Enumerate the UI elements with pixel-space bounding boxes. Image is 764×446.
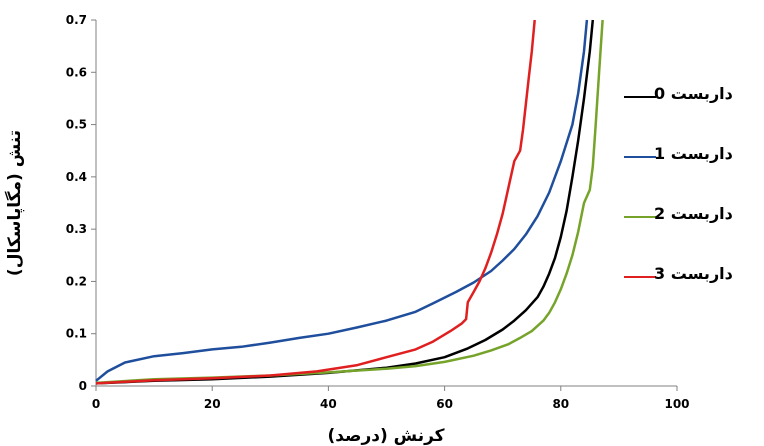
axes [91, 19, 678, 391]
y-tick-label: 0.2 [66, 274, 87, 288]
legend-item-1: داربست 1 [624, 140, 764, 200]
tick-labels: 0 20 40 60 80 100 0 0.1 0.2 0.3 0.4 0.5 0.6 0.7 [66, 13, 690, 411]
x-tick-label: 40 [320, 397, 337, 411]
y-tick-label: 0.6 [66, 65, 87, 79]
series-line-0 [95, 19, 595, 385]
plot-lines [95, 19, 604, 385]
legend-label: داربست 2 [654, 204, 733, 223]
legend-swatch [624, 96, 656, 98]
legend-swatch [624, 156, 656, 158]
legend-label: داربست 3 [654, 264, 733, 283]
legend-item-3: داربست 3 [624, 260, 764, 320]
y-tick-label: 0 [79, 379, 87, 393]
x-tick-label: 0 [92, 397, 100, 411]
x-tick-label: 20 [204, 397, 221, 411]
legend-item-0: داربست 0 [624, 80, 764, 140]
y-tick-label: 0.7 [66, 13, 87, 27]
series-line-2 [95, 19, 604, 385]
y-tick-label: 0.4 [66, 170, 87, 184]
y-axis-label: تنش (مگاپاسکال) [4, 130, 25, 276]
legend-item-2: داربست 2 [624, 200, 764, 260]
legend-swatch [624, 276, 656, 278]
legend-swatch [624, 216, 656, 218]
legend-label: داربست 1 [654, 144, 733, 163]
x-tick-label: 80 [552, 397, 569, 411]
x-axis-label: کرنش (درصد) [327, 426, 444, 446]
x-tick-label: 60 [436, 397, 453, 411]
y-tick-label: 0.3 [66, 222, 87, 236]
legend: داربست 0 داربست 1 داربست 2 داربست 3 [624, 80, 764, 320]
legend-label: داربست 0 [654, 84, 733, 103]
series-line-3 [95, 19, 536, 385]
y-tick-label: 0.1 [66, 327, 87, 341]
x-tick-label: 100 [664, 397, 689, 411]
series-line-1 [95, 19, 589, 382]
y-tick-label: 0.5 [66, 118, 87, 132]
